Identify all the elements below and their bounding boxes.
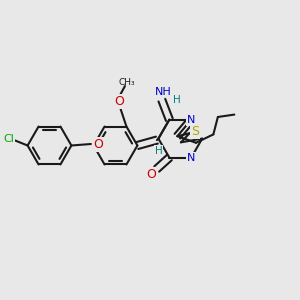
Text: CH₃: CH₃ [118, 78, 135, 87]
Text: N: N [187, 115, 195, 124]
Text: O: O [146, 168, 156, 181]
Text: S: S [191, 125, 199, 138]
Text: H: H [173, 95, 181, 105]
Text: Cl: Cl [4, 134, 14, 144]
Text: N: N [187, 153, 195, 163]
Text: O: O [94, 137, 103, 151]
Text: NH: NH [155, 87, 172, 97]
Text: H: H [154, 146, 162, 156]
Text: O: O [114, 94, 124, 107]
